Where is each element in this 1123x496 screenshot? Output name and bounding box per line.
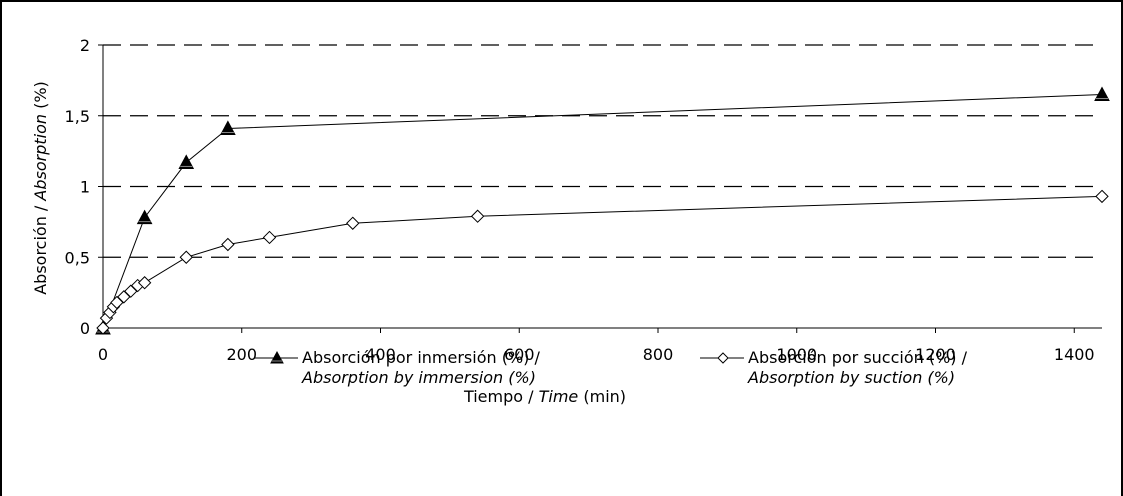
data-point-diamond-0 — [96, 321, 110, 335]
data-point-diamond-14 — [1095, 189, 1109, 204]
legend-diamond-symbol — [700, 352, 744, 364]
y-tick-label-2: 1 — [80, 178, 90, 197]
y-tick-label-1: 0,5 — [65, 248, 90, 267]
legend-label-suction: Absorción por succión (%) / — [748, 348, 968, 367]
x-tick-label-1: 200 — [226, 345, 257, 364]
x-tick-label-2: 400 — [365, 345, 396, 364]
y-axis-label: Absorción / Absorption (%) — [31, 81, 50, 295]
x-tick-label-0: 0 — [98, 345, 108, 364]
data-point-diamond-10 — [221, 237, 235, 252]
data-point-triangle-1 — [136, 209, 153, 225]
data-point-triangle-4 — [1094, 86, 1110, 102]
y-tick-label-3: 1,5 — [65, 107, 90, 126]
y-tick-label-4: 2 — [80, 36, 90, 55]
data-point-diamond-11 — [262, 230, 277, 245]
data-point-diamond-9 — [179, 250, 193, 264]
series-line-diamond — [102, 195, 1103, 329]
x-tick-label-3: 600 — [504, 345, 535, 364]
legend-triangle-symbol — [254, 350, 298, 364]
legend-label-immersion-en: Absorption by immersion (%) — [302, 368, 536, 387]
x-tick-label-5: 1000 — [776, 345, 817, 364]
legend-label-immersion: Absorción por inmersión (%) / — [302, 348, 540, 367]
data-point-diamond-12 — [346, 216, 360, 230]
x-tick-label-6: 1200 — [915, 345, 956, 364]
data-point-triangle-3 — [220, 120, 236, 135]
legend-label-suction-en: Absorption by suction (%) — [748, 368, 956, 387]
data-point-triangle-2 — [178, 154, 195, 169]
data-point-diamond-8 — [137, 276, 152, 290]
x-tick-label-4: 800 — [643, 345, 674, 364]
series-line-triangle — [102, 94, 1103, 329]
y-tick-label-0: 0 — [80, 319, 90, 338]
data-point-diamond-13 — [470, 209, 485, 223]
x-axis-label: Tiempo / Time (min) — [463, 387, 626, 406]
x-tick-label-7: 1400 — [1054, 345, 1095, 364]
